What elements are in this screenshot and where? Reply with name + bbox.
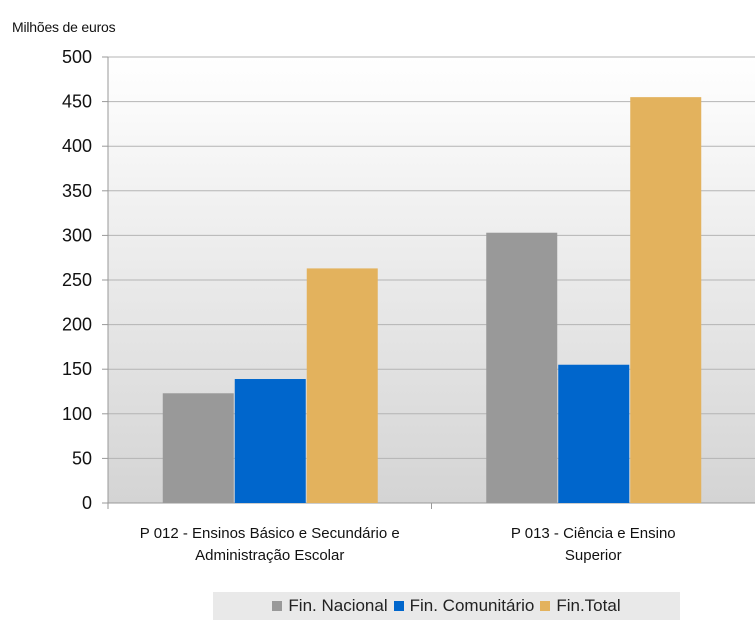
- bar: [486, 232, 558, 503]
- legend-item: Fin.Total: [540, 596, 621, 616]
- y-tick-label: 350: [62, 181, 92, 201]
- legend-label: Fin.Total: [556, 596, 621, 615]
- x-tick-label: Superior: [565, 547, 622, 564]
- legend-item: Fin. Comunitário: [393, 596, 535, 616]
- legend-swatch: [540, 601, 551, 611]
- y-tick-label: 300: [62, 225, 92, 245]
- tick-labels: 0 50 100 150 200 250 300 350 400 450 500 P 012 - En…: [62, 47, 676, 564]
- y-tick-label: 250: [62, 270, 92, 290]
- y-tick-label: 500: [62, 47, 92, 67]
- legend-item: Fin. Nacional: [272, 596, 388, 616]
- legend-label: Fin. Comunitário: [409, 596, 535, 615]
- bar: [630, 97, 702, 503]
- y-tick-label: 50: [72, 448, 92, 468]
- legend-swatch: [393, 601, 404, 611]
- x-tick-label: Administração Escolar: [195, 547, 344, 564]
- y-tick-label: 450: [62, 92, 92, 112]
- bar: [306, 268, 378, 503]
- x-tick-label: P 013 - Ciência e Ensino: [511, 525, 676, 542]
- legend: Fin. Nacional Fin. Comunitário Fin.Total: [213, 592, 680, 620]
- bar: [558, 364, 630, 503]
- y-unit-label: Milhões de euros: [12, 19, 116, 35]
- y-tick-label: 0: [82, 493, 92, 513]
- legend-swatch: [272, 601, 283, 611]
- bars: [162, 97, 702, 503]
- y-tick-label: 400: [62, 136, 92, 156]
- bar: [162, 393, 234, 503]
- x-tick-label: P 012 - Ensinos Básico e Secundário e: [140, 525, 400, 542]
- y-tick-label: 200: [62, 315, 92, 335]
- y-tick-label: 150: [62, 359, 92, 379]
- y-tick-label: 100: [62, 404, 92, 424]
- bar: [234, 379, 306, 503]
- legend-label: Fin. Nacional: [288, 596, 388, 615]
- bar-chart: 0 50 100 150 200 250 300 350 400 450 500 P 012 - En…: [62, 47, 755, 564]
